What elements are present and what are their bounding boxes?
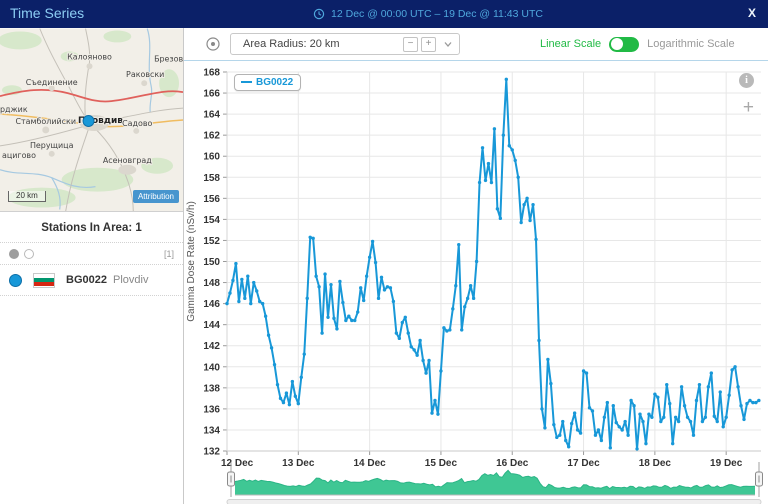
map-place-label: Раковски [126,70,164,79]
y-tick-label: 138 [203,383,220,394]
scrollbar[interactable] [226,499,762,504]
stations-panel: Stations In Area: 1 [1] BG0022 Plovdiv [0,212,183,296]
stations-pager: [1] [0,242,183,265]
scale-toggle[interactable] [609,36,640,52]
navigator-area[interactable] [235,470,755,495]
linear-scale-label[interactable]: Linear Scale [540,38,602,50]
map-place-label: Пловдив [78,116,123,126]
y-tick-label: 168 [203,68,220,79]
stations-heading: Stations In Area: 1 [41,222,142,234]
map-place-label: Садово [122,119,152,128]
area-radius-value: Area Radius: 20 km [243,38,340,50]
chart-area: 132 134 136 138 140 142 144 146 148 150 152 154 156 1… [184,60,768,504]
map-place-label: Калояново [67,52,112,61]
y-tick-label: 166 [203,89,220,100]
y-tick-label: 146 [203,299,220,310]
area-radius-control[interactable]: Area Radius: 20 km − + [230,33,460,55]
x-tick-label: 18 Dec [639,458,672,469]
y-tick-label: 156 [203,194,220,205]
map-canvas: Калояново Брезово Съединение Раковски рджик С… [0,28,183,211]
station-list-item[interactable]: BG0022 Plovdiv [0,265,183,296]
grid: 132 134 136 138 140 142 144 146 148 150 152 154 156 1… [203,68,761,469]
station-marker-dot-icon [9,273,22,287]
toolbar: Area Radius: 20 km − + Linear Scale Loga… [184,28,768,61]
y-axis-title: Gamma Dose Rate (nSv/h) [186,201,197,322]
x-tick-label: 16 Dec [496,458,529,469]
x-tick-label: 17 Dec [567,458,600,469]
page-title: Time Series [10,5,85,21]
station-name: Plovdiv [112,274,149,286]
y-tick-label: 134 [203,425,220,436]
x-tick-label: 12 Dec [221,458,254,469]
map-attribution-button[interactable]: Attribution [132,190,179,203]
y-tick-label: 136 [203,404,220,415]
pager-dot[interactable] [24,248,34,259]
chevron-down-icon[interactable] [443,39,453,49]
y-tick-label: 140 [203,362,220,373]
map-place-label: ацигово [2,151,36,160]
x-tick-label: 13 Dec [282,458,315,469]
map-place-label: Перущица [30,141,74,150]
map-place-label: Съединение [26,78,78,87]
sidebar: Калояново Брезово Съединение Раковски рджик С… [0,28,184,504]
scale-mode-control: Linear Scale Logarithmic Scale [540,28,735,60]
y-tick-label: 154 [203,215,220,226]
zoom-in-icon[interactable]: + [742,97,754,118]
logarithmic-scale-label[interactable]: Logarithmic Scale [647,38,735,50]
map-place-labels: Калояново Брезово Съединение Раковски рджик С… [0,51,183,165]
y-tick-label: 152 [203,236,220,247]
chart-canvas[interactable]: 132 134 136 138 140 142 144 146 148 150 152 154 156 1… [184,60,768,504]
clock-icon [313,8,325,20]
x-tick-label: 19 Dec [710,458,743,469]
chart-legend[interactable]: BG0022 [234,74,302,91]
map-place-label: Брезово [154,54,183,63]
close-icon[interactable]: X [747,6,756,20]
map-scale-bar: 20 km [8,191,46,202]
station-code: BG0022 [66,274,107,286]
bulgaria-flag-icon [33,272,55,288]
topbar: Time Series 12 Dec @ 00:00 UTC – 19 Dec … [0,0,768,28]
mini-map[interactable]: Калояново Брезово Съединение Раковски рджик С… [0,28,183,212]
main-panel: Area Radius: 20 km − + Linear Scale Loga… [184,28,768,504]
y-tick-label: 148 [203,278,220,289]
series-line[interactable] [226,78,760,450]
radius-increase-button[interactable]: + [421,36,436,52]
x-tick-label: 15 Dec [425,458,458,469]
page-indicator: [1] [163,248,174,259]
y-tick-label: 158 [203,173,220,184]
y-tick-label: 144 [203,320,220,331]
y-tick-label: 142 [203,341,220,352]
map-place-label: Стамболийски [16,117,76,126]
toggle-knob [611,38,624,50]
radius-decrease-button[interactable]: − [403,36,418,52]
pager-dot-active[interactable] [9,248,19,259]
map-place-label: рджик [0,105,28,114]
legend-series-label: BG0022 [256,77,294,88]
date-range: 12 Dec @ 00:00 UTC – 19 Dec @ 11:43 UTC [44,0,768,28]
radius-target-icon [206,37,220,51]
x-tick-label: 14 Dec [353,458,386,469]
series-markers [225,77,761,451]
info-icon[interactable]: i [739,73,754,88]
station-map-marker[interactable] [82,115,95,127]
date-range-text: 12 Dec @ 00:00 UTC – 19 Dec @ 11:43 UTC [331,8,543,20]
y-tick-label: 164 [203,110,220,121]
y-tick-label: 160 [203,152,220,163]
map-place-label: Асеновград [103,156,152,165]
y-tick-label: 150 [203,257,220,268]
legend-series-swatch [241,81,252,84]
y-tick-label: 162 [203,131,220,142]
y-tick-label: 132 [203,447,220,458]
navigator-line [234,469,756,490]
